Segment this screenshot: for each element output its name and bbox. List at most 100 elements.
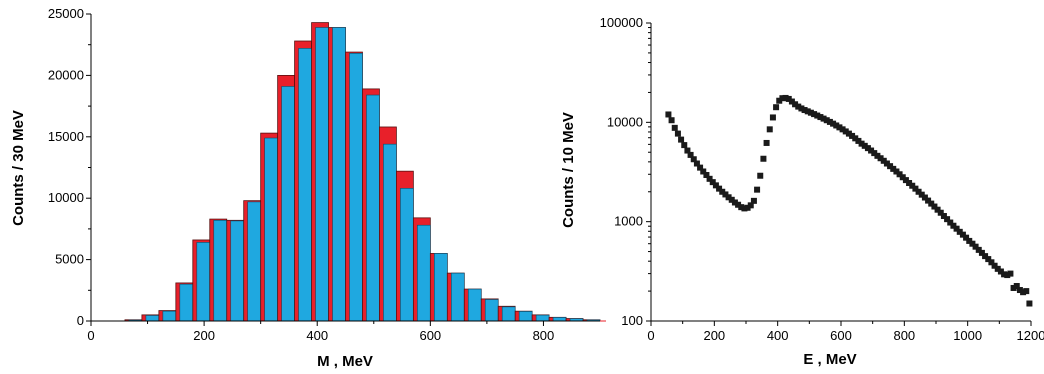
point-97 — [972, 243, 979, 250]
point-103 — [991, 262, 998, 269]
point-95 — [966, 237, 973, 244]
point-80 — [918, 191, 925, 198]
point-77 — [909, 182, 916, 189]
point-61 — [858, 140, 865, 147]
point-23 — [738, 204, 745, 211]
point-6 — [684, 147, 691, 154]
right-x-tick-label-6: 1200 — [1017, 328, 1044, 343]
point-33 — [769, 114, 776, 121]
point-9 — [693, 160, 700, 167]
point-112 — [1020, 289, 1027, 296]
bar-blue-8 — [264, 137, 278, 322]
left-y-tick-label-3: 15000 — [48, 129, 84, 144]
point-66 — [874, 152, 881, 159]
point-31 — [763, 139, 770, 146]
left-y-axis-label: Counts / 30 MeV — [10, 110, 27, 226]
point-51 — [826, 118, 833, 125]
right-y-tick-label-1: 1000 — [614, 214, 643, 229]
point-57 — [845, 130, 852, 137]
left-y-tick-label-5: 25000 — [48, 6, 84, 21]
point-81 — [921, 194, 928, 201]
point-64 — [868, 147, 875, 154]
point-63 — [864, 145, 871, 152]
bar-blue-13 — [349, 52, 363, 322]
right-x-tick-label-5: 1000 — [953, 328, 982, 343]
point-36 — [779, 95, 786, 102]
bar-blue-6 — [230, 220, 245, 322]
bar-blue-15 — [383, 143, 397, 322]
point-3 — [674, 130, 681, 137]
point-48 — [817, 114, 824, 121]
point-82 — [925, 197, 932, 204]
point-69 — [883, 160, 890, 167]
point-16 — [716, 185, 723, 192]
bar-blue-18 — [434, 253, 448, 322]
point-90 — [950, 222, 957, 229]
left-y-tick-label-4: 20000 — [48, 67, 84, 82]
point-86 — [937, 209, 944, 216]
point-52 — [830, 120, 837, 127]
left-bars — [124, 22, 601, 322]
point-67 — [877, 155, 884, 162]
right-y-tick-label-0: 100 — [621, 313, 643, 328]
point-68 — [880, 157, 887, 164]
right-x-tick-label-3: 600 — [830, 328, 852, 343]
right-x-axis-label: E , MeV — [803, 351, 856, 368]
bar-blue-23 — [518, 311, 533, 322]
point-110 — [1013, 283, 1020, 290]
point-65 — [871, 150, 878, 157]
point-89 — [947, 219, 954, 226]
point-11 — [700, 168, 707, 175]
point-101 — [985, 256, 992, 263]
point-14 — [709, 179, 716, 186]
point-85 — [934, 206, 941, 213]
bar-blue-17 — [417, 224, 431, 322]
right-x-tick-label-1: 200 — [703, 328, 725, 343]
point-56 — [842, 128, 849, 135]
point-74 — [899, 174, 906, 181]
point-15 — [712, 182, 719, 189]
bar-blue-3 — [179, 283, 194, 322]
point-109 — [1010, 284, 1017, 291]
point-93 — [959, 231, 966, 238]
left-x-tick-label-2: 400 — [306, 328, 328, 343]
point-55 — [839, 126, 846, 133]
point-71 — [890, 165, 897, 172]
point-50 — [823, 117, 830, 124]
point-46 — [811, 111, 818, 118]
point-72 — [893, 168, 900, 175]
point-76 — [906, 180, 913, 187]
left-y-tick-label-1: 5000 — [55, 252, 84, 267]
bar-blue-24 — [535, 314, 550, 322]
point-114 — [1026, 300, 1033, 307]
point-35 — [776, 97, 783, 104]
point-75 — [902, 177, 909, 184]
point-99 — [978, 249, 985, 256]
right-y-tick-label-3: 100000 — [600, 15, 643, 30]
point-88 — [944, 216, 951, 223]
point-104 — [994, 265, 1001, 272]
point-100 — [982, 253, 989, 260]
point-37 — [782, 94, 789, 101]
point-40 — [792, 101, 799, 108]
point-83 — [928, 200, 935, 207]
point-107 — [1004, 272, 1011, 279]
point-34 — [773, 104, 780, 111]
point-45 — [807, 109, 814, 116]
point-32 — [766, 126, 773, 133]
point-59 — [852, 135, 859, 142]
point-17 — [719, 188, 726, 195]
point-7 — [687, 151, 694, 158]
left-x-tick-label-4: 800 — [533, 328, 555, 343]
right-spectrum-panel: 0 200 400 600 800 1000 1200100100010000100000 … — [560, 15, 1044, 368]
bar-blue-4 — [196, 242, 211, 322]
point-53 — [833, 122, 840, 129]
point-54 — [836, 124, 843, 131]
point-29 — [757, 172, 764, 179]
bar-blue-14 — [366, 94, 380, 322]
point-20 — [728, 196, 735, 203]
point-92 — [956, 228, 963, 235]
point-41 — [795, 103, 802, 110]
left-histogram-panel: 0 200 400 600 800 0 5000 10000 15000 20000 25000 M… — [10, 6, 606, 370]
left-x-tick-label-1: 200 — [193, 328, 215, 343]
